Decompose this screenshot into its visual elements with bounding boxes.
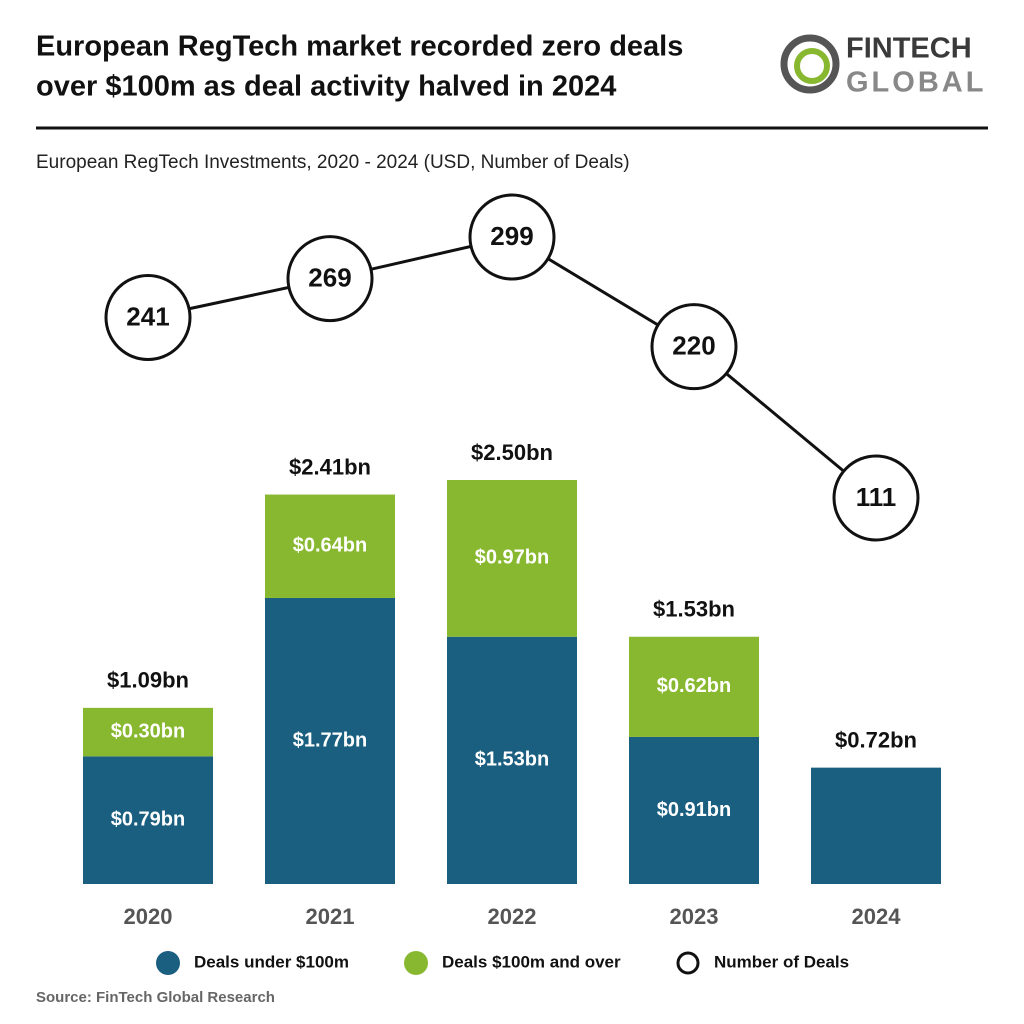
x-tick-label: 2024 <box>852 904 902 929</box>
line-marker <box>286 235 374 323</box>
segment-label: $0.97bn <box>475 547 549 569</box>
segment-label: $0.62bn <box>657 675 731 697</box>
legend-label: Deals under $100m <box>194 952 349 971</box>
x-tick-label: 2022 <box>488 904 537 929</box>
line-label: 299 <box>490 221 533 251</box>
chart-subtitle: European RegTech Investments, 2020 - 202… <box>36 152 630 173</box>
total-label: $0.72bn <box>835 727 917 752</box>
legend-marker <box>404 951 428 975</box>
x-tick-label: 2020 <box>124 904 173 929</box>
total-label: $1.09bn <box>107 668 189 693</box>
x-tick-label: 2023 <box>670 904 719 929</box>
total-label: $2.50bn <box>471 440 553 465</box>
segment-label: $0.30bn <box>111 720 185 742</box>
segment-label: $0.64bn <box>293 535 367 557</box>
bar-segment <box>83 707 213 757</box>
line-marker <box>832 454 920 542</box>
chart-title: over $100m as deal activity halved in 20… <box>36 71 616 103</box>
bar-segment <box>629 736 759 884</box>
line-marker <box>104 274 192 362</box>
logo-text: GLOBAL <box>846 67 986 99</box>
line-marker <box>468 193 556 281</box>
legend-label: Number of Deals <box>714 952 849 971</box>
bar-segment <box>447 480 577 637</box>
logo-ring <box>794 48 830 84</box>
chart-title: European RegTech market recorded zero de… <box>36 31 683 63</box>
bar-segment <box>83 756 213 884</box>
total-label: $2.41bn <box>289 454 371 479</box>
logo-ring <box>780 34 840 94</box>
logo: FINTECH GLOBAL <box>780 33 986 99</box>
line-label: 220 <box>672 331 715 361</box>
line-marker <box>650 303 738 391</box>
segment-label: $0.91bn <box>657 799 731 821</box>
bar-segment <box>811 767 941 884</box>
line-label: 241 <box>126 301 169 331</box>
logo-text: FINTECH <box>846 33 972 65</box>
source: Source: FinTech Global Research <box>36 989 275 1006</box>
segment-label: $1.77bn <box>293 729 367 751</box>
line-label: 111 <box>856 482 897 512</box>
segment-label: $0.79bn <box>111 808 185 830</box>
bar-segment <box>447 636 577 884</box>
segment-label: $1.53bn <box>475 749 549 771</box>
legend-label: Deals $100m and over <box>442 952 621 971</box>
x-tick-label: 2021 <box>306 904 355 929</box>
bar-segment <box>629 636 759 737</box>
bar-segment <box>265 494 395 598</box>
line-label: 269 <box>308 263 351 293</box>
bar-segment <box>265 597 395 884</box>
legend-marker <box>676 951 700 975</box>
legend-marker <box>156 951 180 975</box>
total-label: $1.53bn <box>653 597 735 622</box>
